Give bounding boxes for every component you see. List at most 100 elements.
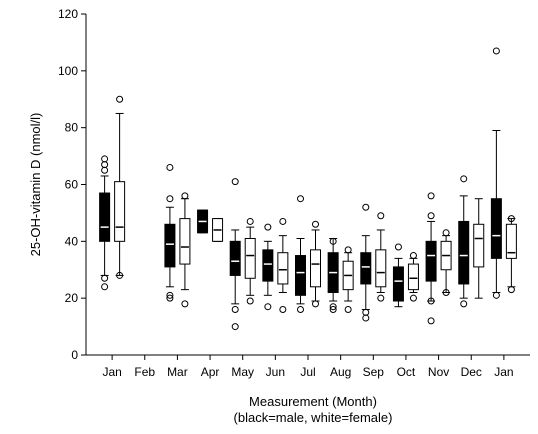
outlier-point <box>246 217 254 225</box>
x-tick-label: Dec <box>461 365 482 379</box>
outlier-point <box>507 215 515 223</box>
x-tick-label: Jun <box>266 365 285 379</box>
outlier-point <box>329 303 337 311</box>
outlier-point <box>101 166 109 174</box>
female-box <box>114 95 126 279</box>
outlier-point <box>492 47 500 55</box>
x-tick-label: Aug <box>330 365 351 379</box>
male-box <box>327 237 339 314</box>
outlier-point <box>442 229 450 237</box>
outlier-point <box>231 178 239 186</box>
male-box <box>360 203 372 322</box>
outlier-point <box>297 306 304 314</box>
x-tick-label: Feb <box>134 365 155 379</box>
male-box <box>392 243 404 308</box>
male-box <box>229 178 241 331</box>
outlier-point <box>101 161 109 169</box>
outlier-point <box>362 314 370 322</box>
female-box <box>440 229 452 296</box>
outlier-point <box>181 192 189 200</box>
box-iqr <box>229 240 241 276</box>
outlier-point <box>344 306 352 314</box>
outlier-point <box>231 306 239 314</box>
outlier-point <box>101 155 109 163</box>
x-tick-label: Apr <box>201 365 220 379</box>
outlier-point <box>460 300 468 308</box>
x-axis-title: Measurement (Month) <box>249 394 377 409</box>
female-box <box>310 220 321 308</box>
x-tick-label: Nov <box>428 365 449 379</box>
box-iqr <box>425 240 437 282</box>
outlier-point <box>362 203 370 211</box>
outlier-point <box>312 300 319 308</box>
outlier-point <box>312 220 319 228</box>
outlier-point <box>116 95 124 103</box>
outlier-point <box>377 212 385 220</box>
outlier-point <box>329 306 337 314</box>
box-iqr <box>244 237 256 279</box>
outlier-point <box>460 175 468 183</box>
box-iqr <box>277 252 289 285</box>
box-iqr <box>490 198 502 259</box>
female-box <box>212 218 224 242</box>
box-iqr <box>310 249 321 288</box>
outlier-point <box>409 252 417 260</box>
y-tick-label: 100 <box>58 64 78 78</box>
x-tick-label: Mar <box>167 365 188 379</box>
female-box <box>277 217 289 314</box>
box-iqr <box>295 255 306 296</box>
female-box <box>179 192 191 308</box>
male-box <box>490 47 502 299</box>
outlier-point <box>116 271 124 279</box>
male-box <box>164 163 176 302</box>
outlier-point <box>166 195 174 203</box>
outlier-point <box>427 192 435 200</box>
outlier-point <box>427 212 435 220</box>
female-box <box>473 198 485 299</box>
outlier-point <box>442 288 450 296</box>
box-iqr <box>505 223 517 259</box>
y-tick-label: 0 <box>71 348 78 362</box>
x-tick-label: Oct <box>397 365 416 379</box>
outlier-point <box>362 308 370 316</box>
outlier-point <box>166 291 174 299</box>
outlier-point <box>377 294 385 302</box>
outlier-point <box>279 217 287 225</box>
x-tick-label: Sep <box>363 365 385 379</box>
outlier-point <box>329 237 337 245</box>
outlier-point <box>181 300 189 308</box>
male-box <box>458 175 470 308</box>
box-iqr <box>164 223 176 268</box>
outlier-point <box>344 246 352 254</box>
outlier-point <box>394 243 402 251</box>
female-box <box>342 246 354 314</box>
box-iqr <box>99 192 111 242</box>
x-axis-subtitle: (black=male, white=female) <box>234 410 393 425</box>
y-tick-label: 20 <box>65 291 79 305</box>
y-tick-label: 40 <box>65 234 79 248</box>
box-iqr <box>407 263 419 291</box>
female-box <box>375 212 387 302</box>
outlier-point <box>409 294 417 302</box>
box-iqr <box>375 249 387 288</box>
x-tick-label: Jan <box>102 365 121 379</box>
box-iqr <box>392 266 404 302</box>
outlier-point <box>264 303 272 311</box>
box-iqr <box>360 252 372 285</box>
outlier-point <box>279 306 287 314</box>
female-box <box>505 215 517 294</box>
outlier-point <box>101 283 109 291</box>
outlier-point <box>166 294 174 302</box>
outlier-point <box>166 163 174 171</box>
male-box <box>295 195 306 314</box>
y-axis-title: 25-OH-vitamin D (nmol/l) <box>28 113 43 257</box>
outlier-point <box>231 323 239 331</box>
outlier-point <box>246 297 254 305</box>
box-iqr <box>473 223 485 268</box>
male-box <box>262 223 274 311</box>
x-tick-label: May <box>231 365 254 379</box>
box-iqr <box>179 218 191 265</box>
box-iqr <box>262 249 274 282</box>
outlier-point <box>507 286 515 294</box>
